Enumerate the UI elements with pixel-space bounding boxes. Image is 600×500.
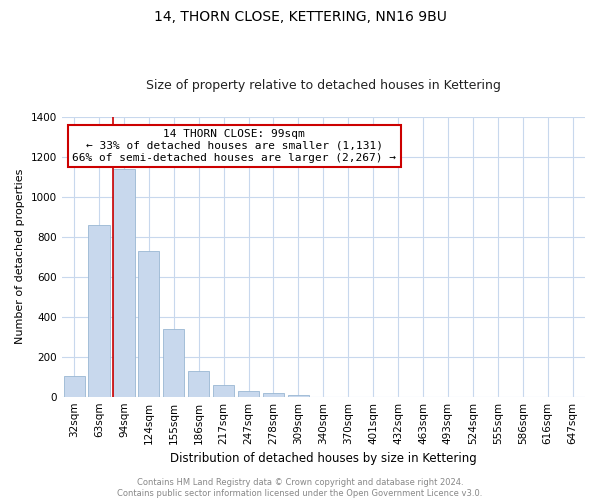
Text: 14, THORN CLOSE, KETTERING, NN16 9BU: 14, THORN CLOSE, KETTERING, NN16 9BU — [154, 10, 446, 24]
Bar — [138, 250, 160, 396]
X-axis label: Distribution of detached houses by size in Kettering: Distribution of detached houses by size … — [170, 452, 477, 465]
Bar — [88, 224, 110, 396]
Y-axis label: Number of detached properties: Number of detached properties — [15, 169, 25, 344]
Bar — [213, 384, 234, 396]
Bar — [163, 328, 184, 396]
Text: 14 THORN CLOSE: 99sqm
← 33% of detached houses are smaller (1,131)
66% of semi-d: 14 THORN CLOSE: 99sqm ← 33% of detached … — [73, 130, 397, 162]
Bar — [288, 394, 309, 396]
Bar — [188, 370, 209, 396]
Title: Size of property relative to detached houses in Kettering: Size of property relative to detached ho… — [146, 79, 501, 92]
Bar — [238, 390, 259, 396]
Bar — [113, 169, 134, 396]
Bar — [263, 393, 284, 396]
Text: Contains HM Land Registry data © Crown copyright and database right 2024.
Contai: Contains HM Land Registry data © Crown c… — [118, 478, 482, 498]
Bar — [64, 376, 85, 396]
